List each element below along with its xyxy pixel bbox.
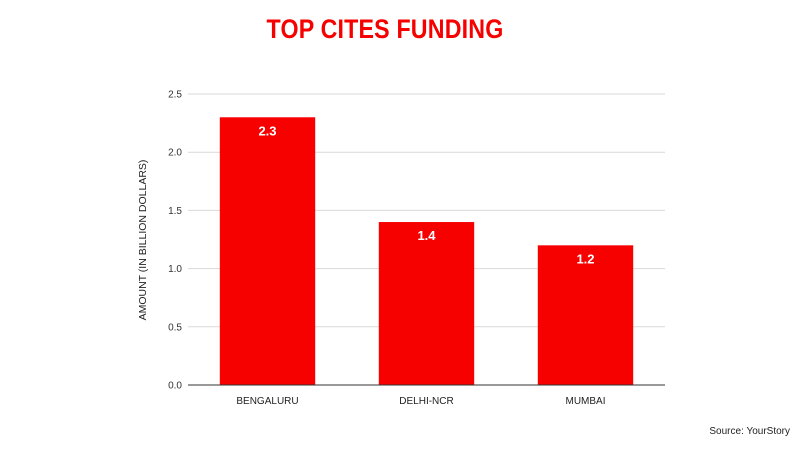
- y-tick-label: 0.5: [168, 322, 182, 333]
- y-tick-label: 0.0: [168, 381, 182, 392]
- x-category-label: DELHI-NCR: [399, 396, 453, 407]
- y-axis-label: AMOUNT (IN BILLION DOLLARS): [137, 160, 149, 321]
- bars: 2.3 1.4 1.2: [219, 117, 634, 385]
- data-label: 2.3: [258, 123, 276, 138]
- y-tick-label: 2.0: [168, 148, 182, 159]
- source-note: Source: YourStory: [709, 426, 790, 437]
- x-category-label: MUMBAI: [566, 396, 606, 407]
- y-axis-ticks: 0.0 0.5 1.0 1.5 2.0 2.5: [168, 90, 182, 392]
- y-tick-label: 1.5: [168, 206, 182, 217]
- data-label: 1.4: [417, 228, 436, 243]
- bar: [537, 245, 634, 385]
- y-tick-label: 1.0: [168, 264, 182, 275]
- chart-title: TOP CITES FUNDING: [266, 14, 504, 44]
- bar: [219, 117, 316, 385]
- y-tick-label: 2.5: [168, 90, 182, 101]
- x-category-label: BENGALURU: [236, 396, 298, 407]
- data-label: 1.2: [576, 251, 594, 266]
- x-axis-categories: BENGALURU DELHI-NCR MUMBAI: [236, 396, 605, 407]
- bar: [378, 222, 475, 385]
